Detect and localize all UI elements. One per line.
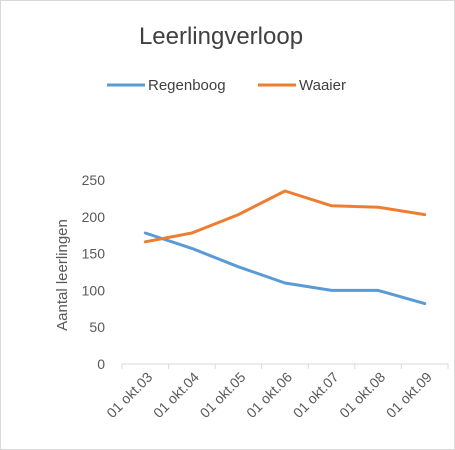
series-group xyxy=(143,189,427,306)
y-tick-label: 50 xyxy=(89,319,105,335)
y-tick-label: 0 xyxy=(97,356,105,372)
y-tick-label: 150 xyxy=(82,246,106,262)
x-tick-label: 01 okt.09 xyxy=(383,369,435,421)
x-tick-label: 01 okt.08 xyxy=(336,369,388,421)
y-tick-label: 200 xyxy=(82,209,106,225)
x-tick-label: 01 okt.06 xyxy=(243,369,295,421)
series-line-waaier xyxy=(143,189,427,244)
legend: Regenboog Waaier xyxy=(107,77,346,94)
y-axis-title: Aantal leerlingen xyxy=(54,219,71,331)
chart-title: Leerlingverloop xyxy=(139,23,303,50)
legend-label: Waaier xyxy=(299,77,346,94)
legend-label: Regenboog xyxy=(148,77,226,94)
x-tick-label: 01 okt.07 xyxy=(290,369,342,421)
y-tick-label: 250 xyxy=(82,172,106,188)
series-line-regenboog xyxy=(143,231,427,306)
x-tick-label: 01 okt.05 xyxy=(197,369,249,421)
x-tick-label: 01 okt.03 xyxy=(103,369,155,421)
x-tick-label: 01 okt.04 xyxy=(150,369,202,421)
y-axis-ticks: 0 50 100 150 200 250 xyxy=(82,172,106,372)
y-tick-label: 100 xyxy=(82,282,106,298)
